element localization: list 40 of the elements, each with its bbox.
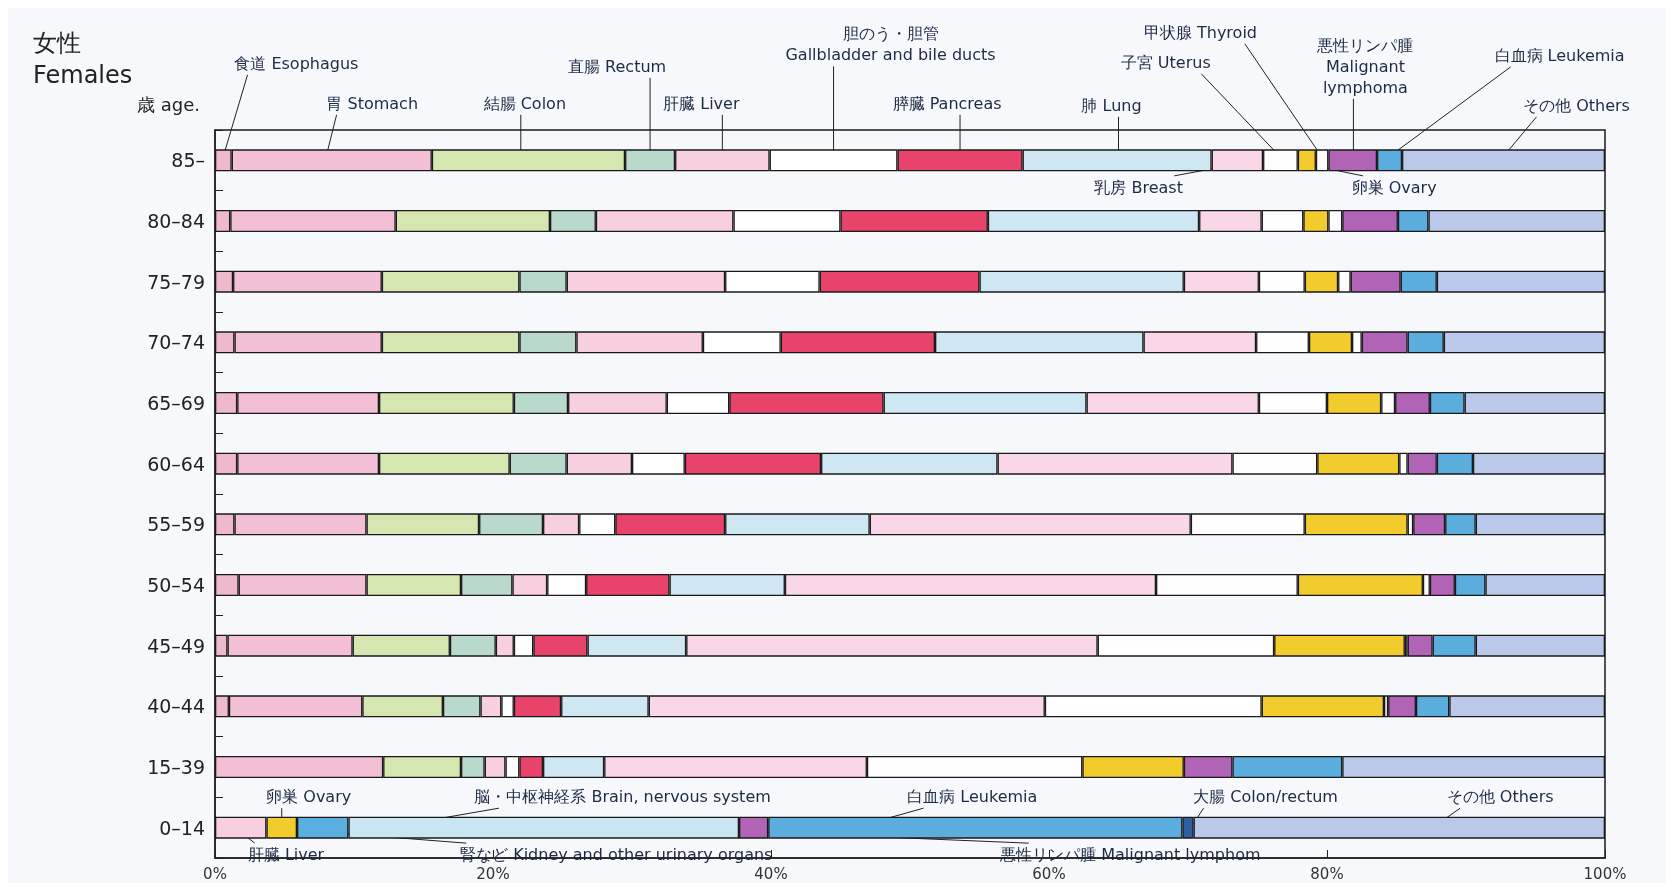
text: 肝臓 Liver <box>663 93 740 113</box>
y-tick-label: 70–74 <box>147 331 205 354</box>
text: 結腸 Colon <box>482 93 567 113</box>
y-axis-title: 歳 age. <box>137 93 200 115</box>
y-tick-label: 0–14 <box>159 816 205 839</box>
annotation: 卵巣 Ovary <box>266 787 352 807</box>
text: 悪性リンパ腫 Malignant lymphoma <box>1316 35 1414 97</box>
annotation: 乳房 Breast <box>1094 177 1183 197</box>
y-tick-label: 50–54 <box>147 574 205 596</box>
text: その他 Others <box>1523 95 1630 115</box>
x-tick-label: 100% <box>1583 864 1627 883</box>
text: 胆のう・胆管 Gallbladder and bile ducts <box>785 24 996 65</box>
y-tick-label: 65–69 <box>147 392 205 414</box>
annotation: 脳・中枢神経系 Brain, nervous system <box>474 787 771 807</box>
x-tick-label: 40% <box>754 864 788 883</box>
text: 肺 Lung <box>1081 95 1142 115</box>
y-tick-label: 60–64 <box>147 452 205 475</box>
text: 胃 Stomach <box>326 93 419 113</box>
x-tick-label: 20% <box>476 864 510 883</box>
x-tick-label: 0% <box>203 864 227 883</box>
text: 直腸 Rectum <box>568 56 667 76</box>
y-tick-label: 15–39 <box>147 756 205 778</box>
annotation: 白血病 Leukemia <box>907 787 1038 807</box>
text: 白血病 Leukemia <box>1494 45 1625 65</box>
y-tick-label: 40–44 <box>147 695 205 718</box>
text: 子宮 Uterus <box>1120 52 1211 72</box>
y-tick-label: 45–49 <box>147 634 205 657</box>
y-tick-label: 55–59 <box>147 513 205 536</box>
x-tick-label: 80% <box>1310 864 1344 883</box>
chart-title: 女性 Females <box>33 29 133 89</box>
x-tick-label: 60% <box>1032 864 1066 883</box>
y-tick-label: 75–79 <box>147 270 205 293</box>
annotation: その他 Others <box>1446 787 1554 807</box>
y-tick-label: 80–84 <box>147 210 205 232</box>
text: 食道 Esophagus <box>234 53 359 73</box>
text: 膵臓 Pancreas <box>892 93 1002 113</box>
annotation: 大腸 Colon/rectum <box>1193 787 1338 807</box>
text: 甲状腺 Thyroid <box>1143 22 1257 42</box>
y-tick-label: 85– <box>171 149 205 172</box>
annotation: 卵巣 Ovary <box>1351 177 1437 197</box>
